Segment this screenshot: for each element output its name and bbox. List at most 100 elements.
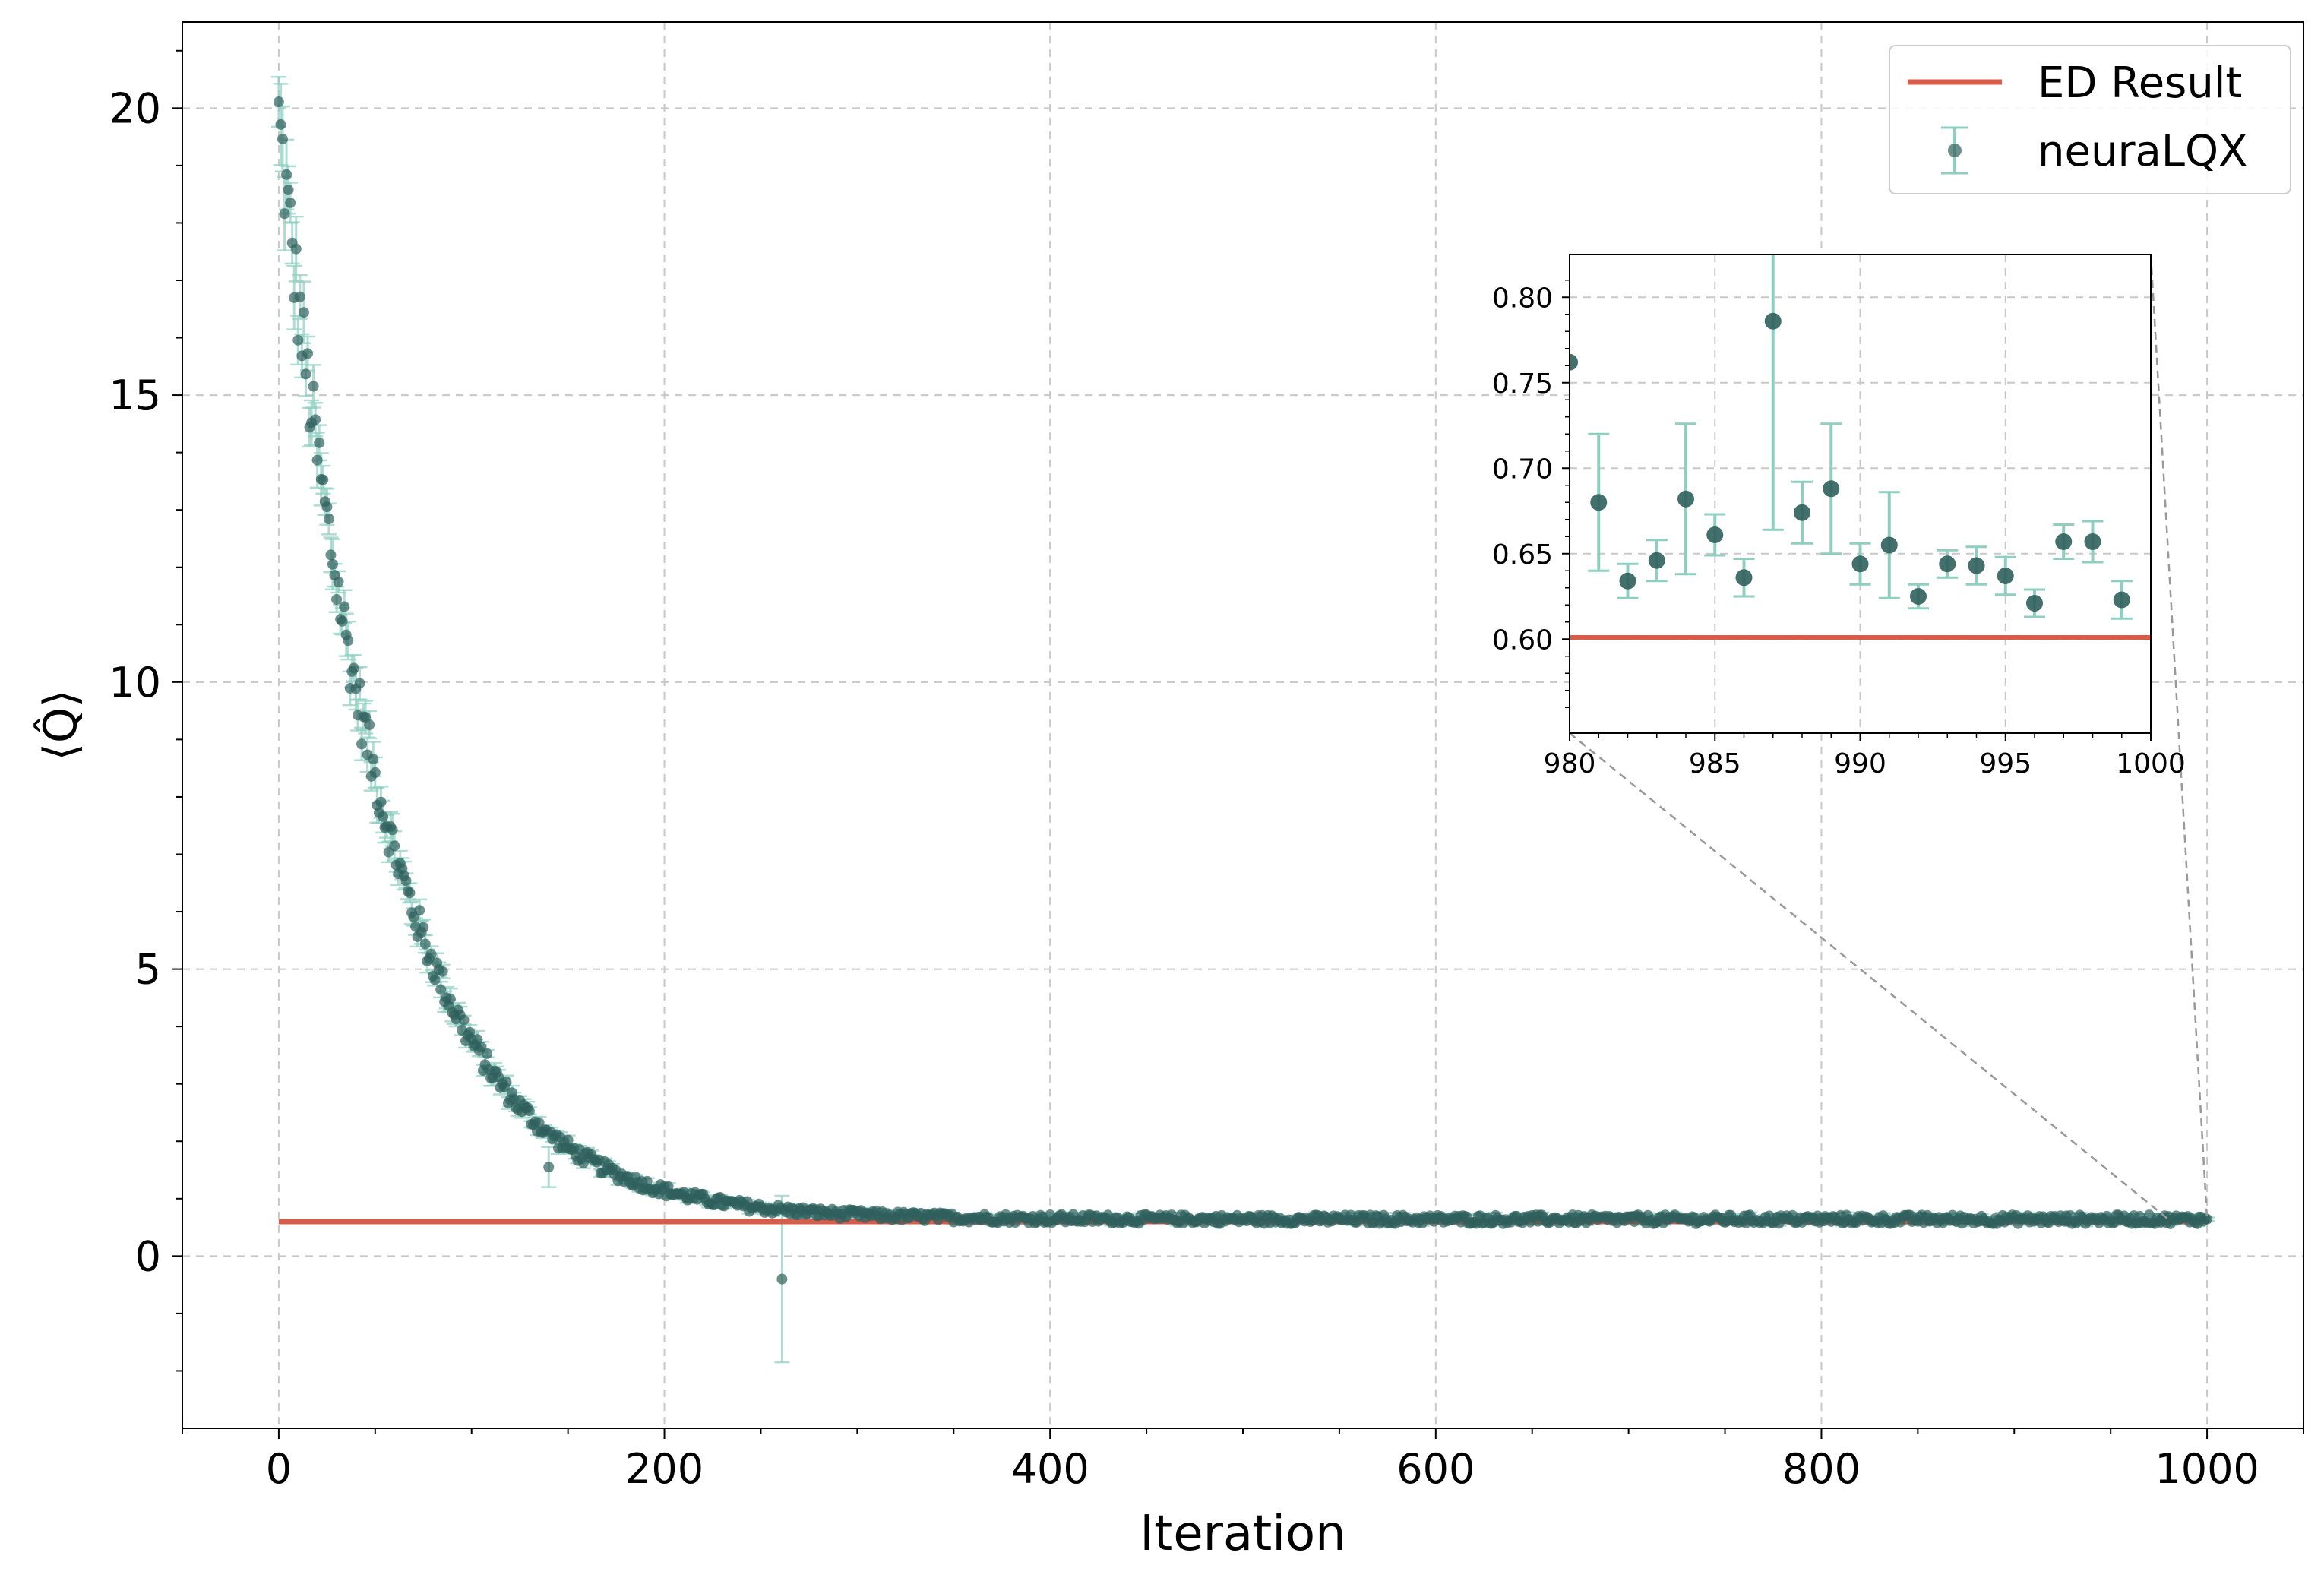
inset-x-tick-label: 1000 (2116, 748, 2186, 779)
x-tick-label: 600 (1396, 1445, 1475, 1493)
inset-axis-ticks: 980 985 990 995 1000 0.60 0.65 0.70 0.75 0.80 (1492, 280, 2186, 779)
data-point (458, 1014, 470, 1026)
x-tick-label: 800 (1782, 1445, 1861, 1493)
data-point (285, 197, 296, 208)
zoom-connector (2149, 254, 2209, 1220)
y-tick-label: 20 (109, 84, 161, 132)
data-point (331, 593, 343, 605)
data-point (435, 984, 447, 995)
data-point (300, 368, 311, 380)
data-point (302, 348, 313, 359)
data-point (562, 1134, 574, 1146)
data-point (444, 993, 456, 1004)
zoom-connector (1569, 732, 2170, 1220)
y-tick-label: 15 (109, 372, 161, 419)
data-point (281, 169, 292, 180)
inset-data-point (1706, 526, 1724, 543)
inset-x-tick-label: 980 (1544, 748, 1596, 779)
data-point (311, 454, 323, 466)
inset-data-point (1968, 557, 1985, 574)
data-point (404, 887, 416, 899)
inset-data-point (1851, 555, 1869, 573)
data-point (348, 662, 359, 674)
inset-data-point (1910, 588, 1927, 605)
inset-y-tick-label: 0.60 (1492, 624, 1553, 656)
inset-data-point (2026, 595, 2043, 612)
x-tick-label: 1000 (2155, 1445, 2259, 1493)
x-tick-label: 0 (266, 1445, 292, 1493)
inset-plot-series (1570, 255, 2151, 640)
x-tick-label: 400 (1011, 1445, 1089, 1493)
data-point (277, 133, 288, 144)
inset-data-point (2084, 533, 2101, 550)
data-point (333, 576, 344, 587)
data-point (318, 474, 329, 485)
data-point (337, 615, 348, 627)
inset-data-point (1590, 494, 1608, 511)
data-point (283, 185, 294, 196)
inset-data-point (1939, 555, 1956, 573)
legend-neuralqx-label: neuraLQX (2038, 127, 2247, 176)
data-point (418, 922, 429, 933)
legend-neuralqx-swatch (1941, 126, 1968, 175)
data-point (327, 558, 338, 570)
data-point (429, 974, 441, 985)
inset-data-point (1880, 536, 1898, 554)
main-plot-series (270, 75, 2215, 1364)
legend-point (1948, 144, 1962, 157)
data-point (400, 875, 412, 887)
inset-y-tick-label: 0.70 (1492, 454, 1553, 485)
data-point (310, 414, 321, 425)
data-point (325, 549, 337, 561)
data-point (377, 811, 388, 822)
data-point (343, 635, 354, 647)
data-point (356, 738, 368, 750)
inset-y-tick-label: 0.65 (1492, 539, 1553, 571)
zoom-connector-lines (1569, 254, 2209, 1220)
data-point (543, 1162, 555, 1173)
main-axis-ticks: 0 200 400 600 800 1000 0 5 10 15 20 (109, 49, 2304, 1493)
data-point (425, 948, 437, 960)
inset-data-point (1735, 569, 1753, 587)
data-point (369, 767, 381, 778)
data-point (419, 938, 431, 950)
data-point (414, 905, 425, 916)
neuralqx-points (273, 96, 2213, 1285)
inset-x-tick-label: 990 (1834, 748, 1886, 779)
data-point (387, 824, 398, 836)
y-tick-label: 10 (109, 659, 161, 707)
x-tick-label: 200 (625, 1445, 704, 1493)
inset-data-point (1677, 490, 1694, 508)
data-point (339, 601, 350, 612)
inset-data-point (1764, 312, 1782, 330)
data-point (437, 966, 448, 977)
data-point (389, 840, 400, 852)
data-point (279, 208, 290, 220)
data-point (2202, 1213, 2213, 1225)
data-point (292, 334, 304, 346)
y-tick-label: 0 (135, 1232, 161, 1280)
inset-data-point (1570, 353, 1578, 371)
inset-data-point (1619, 572, 1636, 590)
inset-y-tick-label: 0.75 (1492, 368, 1553, 400)
inset-y-tick-label: 0.80 (1492, 283, 1553, 314)
data-point (273, 96, 284, 108)
data-point (375, 796, 387, 808)
data-point (776, 1273, 788, 1285)
data-point (368, 754, 379, 765)
data-point (321, 501, 333, 513)
data-point (501, 1077, 512, 1088)
data-point (482, 1048, 493, 1059)
inset-data-point (1648, 552, 1665, 569)
inset-data-point (1997, 568, 2014, 584)
chart-legend: ED Result neuraLQX (1889, 45, 2291, 194)
data-point (354, 678, 365, 689)
data-point (290, 243, 302, 255)
data-point (523, 1105, 535, 1117)
inset-data-point (1823, 480, 1840, 498)
data-point (294, 291, 305, 302)
data-point (323, 514, 334, 525)
inset-zoom-plot: 980 985 990 995 1000 0.60 0.65 0.70 0.75 0.80 (1492, 254, 2186, 779)
data-point (314, 437, 325, 448)
